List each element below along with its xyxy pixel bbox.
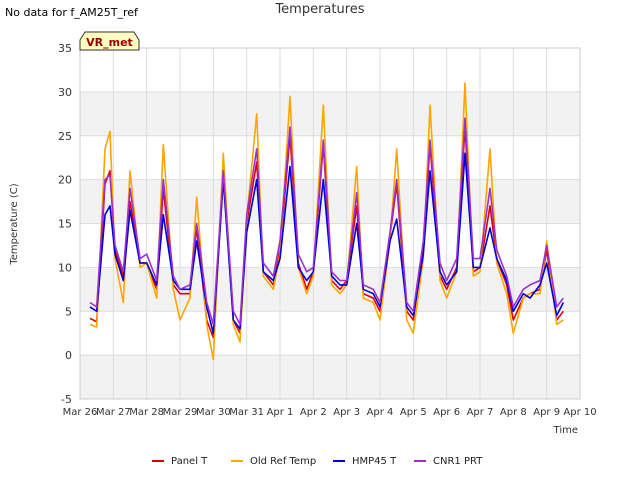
y-tick-label: 0 [65, 349, 72, 362]
chart-title: Temperatures [275, 2, 365, 17]
plot-band [80, 48, 580, 92]
legend-label: HMP45 T [352, 456, 397, 467]
y-tick-label: 20 [58, 174, 72, 187]
y-tick-label: 15 [58, 218, 72, 231]
x-tick-label: Apr 8 [500, 407, 527, 418]
y-tick-label: 35 [58, 42, 72, 55]
x-tick-label: Apr 1 [267, 407, 294, 418]
x-tick-label: Mar 28 [129, 407, 164, 418]
x-tick-label: Apr 10 [563, 407, 596, 418]
x-tick-label: Mar 29 [163, 407, 198, 418]
x-tick-label: Apr 2 [300, 407, 327, 418]
y-tick-label: 5 [65, 305, 72, 318]
plot-band [80, 355, 580, 399]
nodata-text: No data for f_AM25T_ref [5, 6, 138, 19]
x-tick-label: Mar 30 [196, 407, 231, 418]
y-tick-label: 10 [58, 261, 72, 274]
legend-label: Old Ref Temp [250, 456, 316, 467]
x-tick-label: Apr 5 [400, 407, 427, 418]
x-tick-label: Apr 3 [333, 407, 360, 418]
x-tick-label: Apr 9 [533, 407, 560, 418]
series-line-hmp45-t [89, 152, 565, 335]
plot-band [80, 267, 580, 312]
x-tick-label: Apr 6 [433, 407, 460, 418]
series-line-cnr1-prt [89, 117, 564, 326]
legend-label: CNR1 PRT [433, 456, 483, 467]
y-tick-label: 25 [58, 130, 72, 143]
y-tick-labels: -5 0 5 10 15 20 25 30 35 [58, 42, 72, 406]
vr-met-badge: VR_met [79, 31, 140, 51]
x-tick-label: Mar 26 [63, 407, 98, 418]
series-lines [89, 82, 565, 361]
plot-frame [79, 47, 581, 400]
y-tick-label: 30 [58, 86, 72, 99]
legend: Panel T Old Ref Temp HMP45 T CNR1 PRT [152, 456, 483, 467]
badge-label: VR_met [86, 36, 133, 49]
plot-band [80, 135, 580, 180]
plot-band [80, 91, 580, 136]
badge-shape [79, 31, 140, 51]
x-tick-label: Apr 7 [467, 407, 494, 418]
y-axis-label: Temperature (C) [9, 183, 20, 265]
plot-band [80, 311, 580, 356]
x-axis-label: Time [553, 425, 578, 436]
x-tick-label: Apr 4 [367, 407, 394, 418]
y-tick-label: -5 [61, 393, 72, 406]
plot-band [80, 179, 580, 224]
x-tick-label: Mar 27 [96, 407, 131, 418]
legend-label: Panel T [171, 456, 208, 467]
x-tick-label: Mar 31 [229, 407, 264, 418]
